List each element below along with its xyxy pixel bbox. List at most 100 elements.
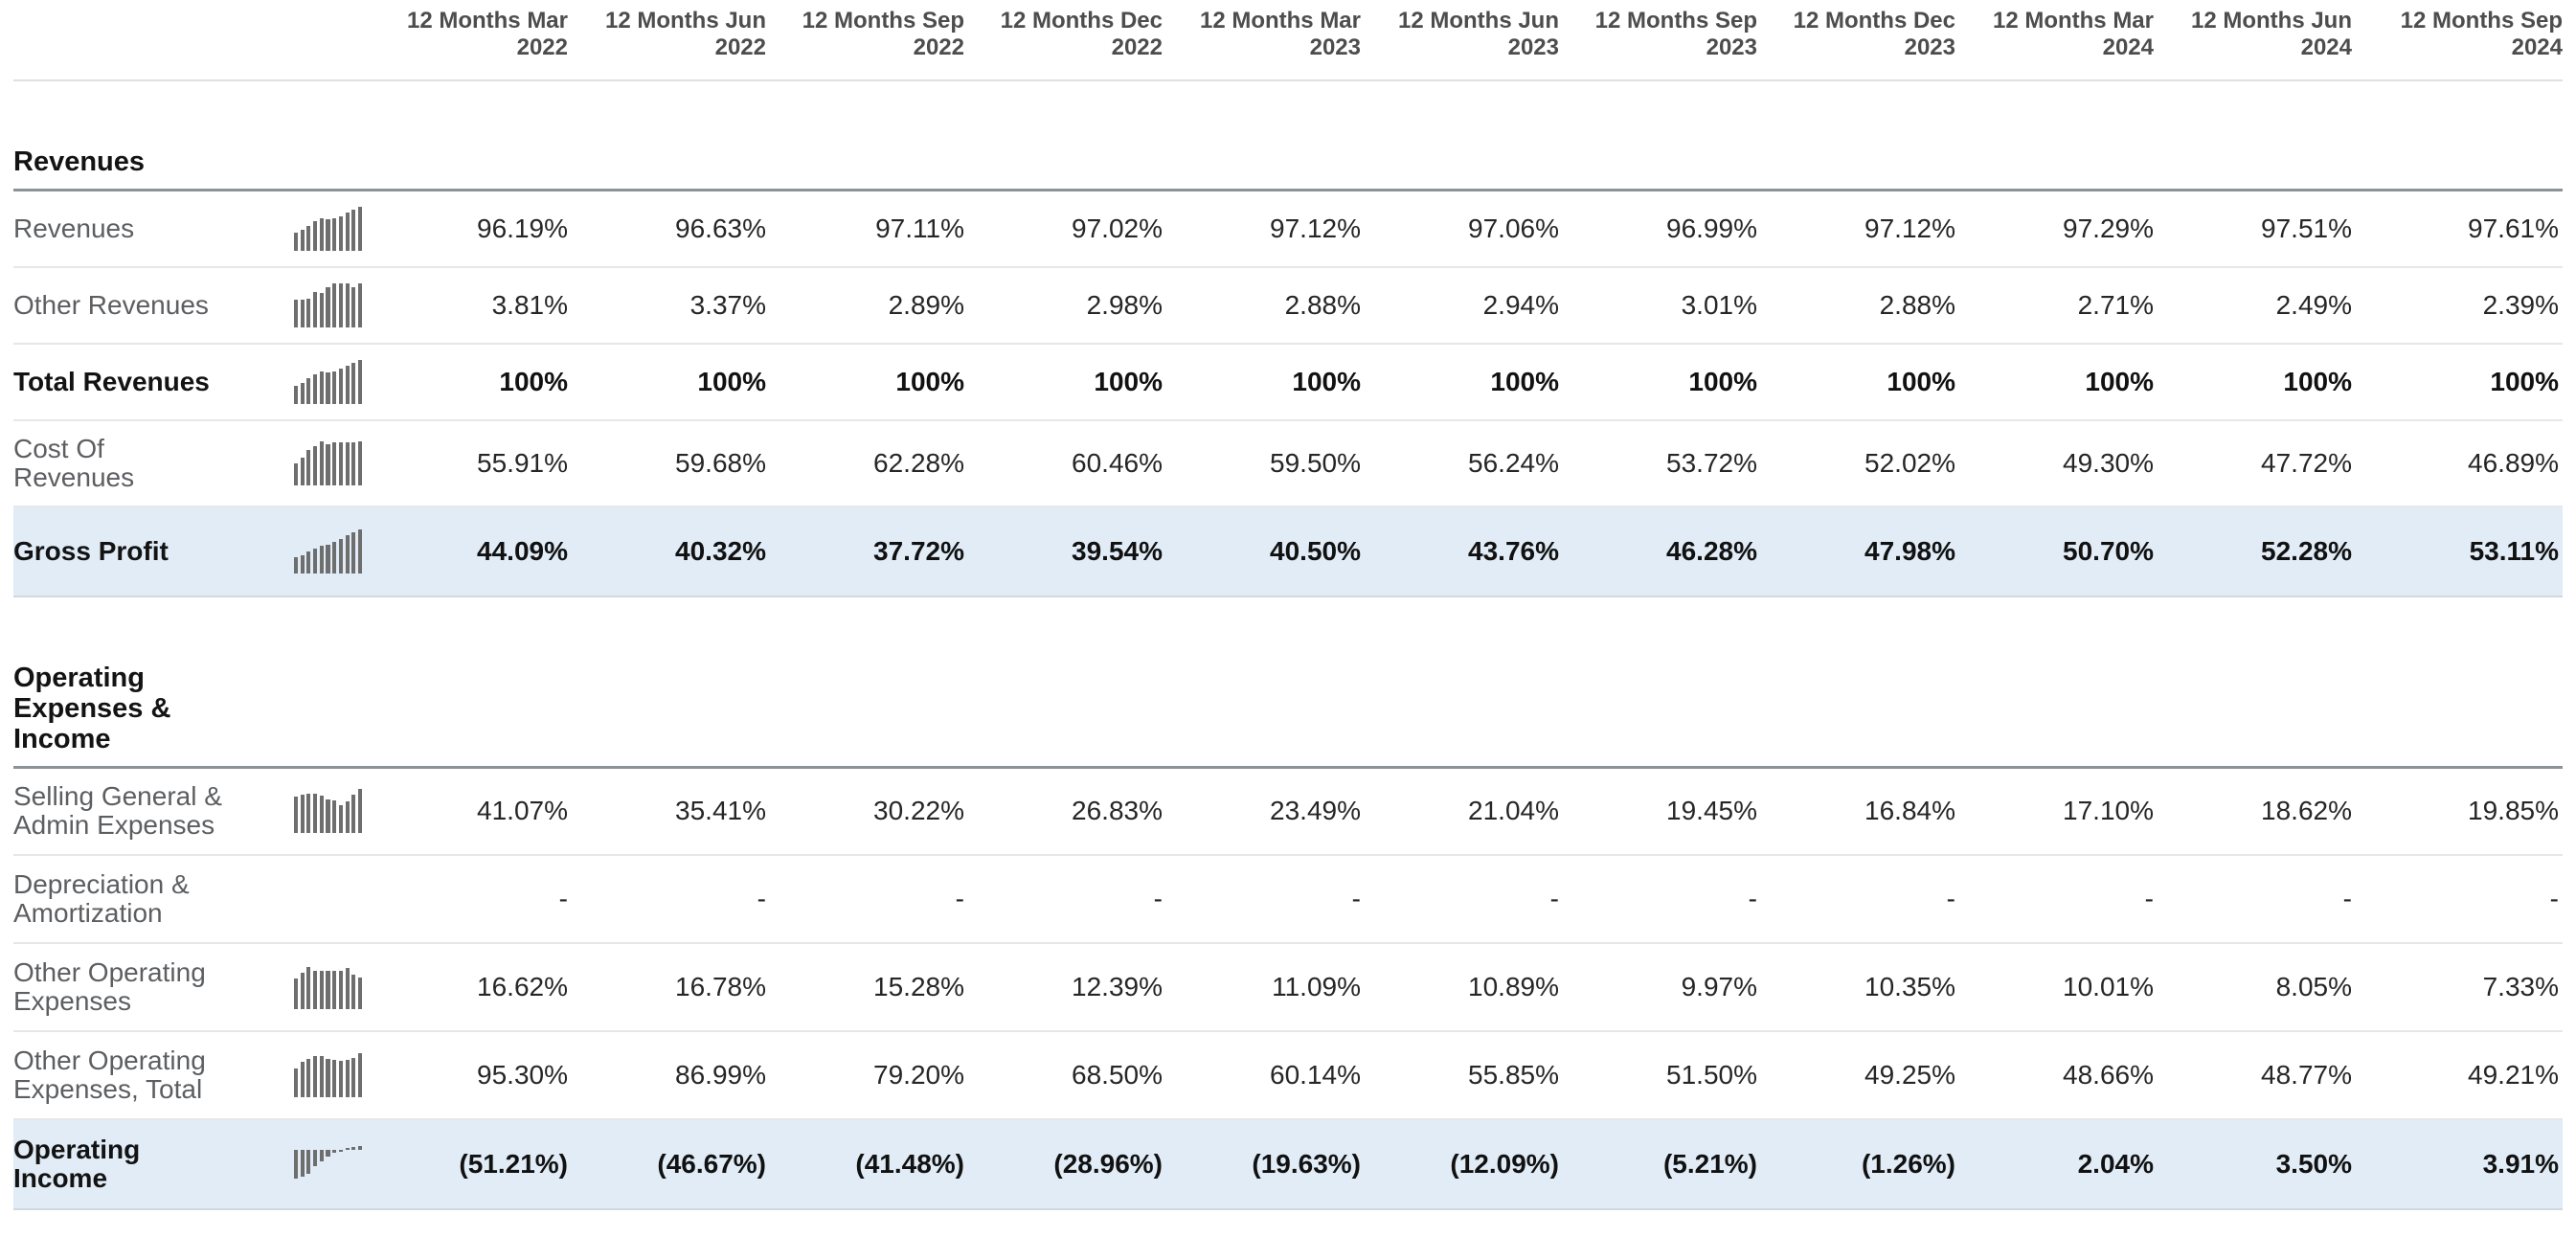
sparkline-cell — [278, 190, 370, 268]
spark-bar — [319, 1150, 324, 1161]
value-cell: 35.41% — [568, 767, 766, 856]
value-cell: 43.76% — [1361, 506, 1559, 597]
spark-bar — [326, 544, 330, 574]
spark-bar — [332, 1060, 337, 1097]
spark-bar — [306, 1059, 311, 1097]
spark-bar — [357, 282, 362, 327]
sparkline-icon — [294, 529, 362, 574]
column-header: 12 Months Dec 2023 — [1757, 0, 1955, 81]
value-cell: 49.25% — [1757, 1031, 1955, 1120]
spark-bar — [326, 799, 330, 834]
sparkline-cell — [278, 343, 370, 421]
row-label: Depreciation & Amortization — [13, 855, 278, 944]
row-label: Other Revenues — [13, 266, 278, 345]
spark-bar — [319, 545, 324, 574]
spark-bar — [319, 796, 324, 834]
spark-bar — [351, 441, 356, 485]
value-cell: 40.50% — [1163, 506, 1361, 597]
section-title-row: Operating Expenses & Income — [13, 596, 2563, 769]
spark-bar — [345, 212, 350, 251]
row-label: Revenues — [13, 190, 278, 268]
sparkline-icon — [294, 965, 362, 1009]
sparkline-icon — [294, 440, 362, 485]
spark-bar — [294, 797, 299, 834]
value-cell: - — [2352, 855, 2563, 944]
value-cell: 46.89% — [2352, 419, 2563, 507]
spark-bar — [319, 1056, 324, 1097]
value-cell: 49.30% — [1955, 419, 2154, 507]
sparkline-icon — [294, 206, 362, 251]
value-cell: 3.81% — [370, 266, 568, 345]
value-cell: 96.99% — [1559, 190, 1757, 268]
value-cell: 59.68% — [568, 419, 766, 507]
spark-bar — [300, 795, 305, 834]
value-cell: 100% — [2352, 343, 2563, 421]
spark-bar — [300, 382, 305, 404]
spark-bar — [351, 286, 356, 327]
spark-bar — [313, 291, 318, 327]
value-cell: 100% — [1757, 343, 1955, 421]
spark-bar — [306, 225, 311, 251]
spark-bar — [300, 554, 305, 574]
value-cell: 95.30% — [370, 1031, 568, 1120]
row-label-column-header — [13, 0, 278, 81]
value-cell: 10.01% — [1955, 943, 2154, 1032]
spark-bar — [319, 971, 324, 1009]
spark-bar — [300, 299, 305, 327]
value-cell: 2.89% — [766, 266, 964, 345]
value-cell: 2.88% — [1163, 266, 1361, 345]
row-label: Total Revenues — [13, 343, 278, 421]
value-cell: 100% — [1955, 343, 2154, 421]
column-header-year: 2023 — [1706, 34, 1757, 60]
value-cell: 39.54% — [964, 506, 1163, 597]
value-cell: 2.88% — [1757, 266, 1955, 345]
value-cell: 44.09% — [370, 506, 568, 597]
spark-bar — [345, 968, 350, 1009]
value-cell: - — [1163, 855, 1361, 944]
value-cell: (41.48%) — [766, 1119, 964, 1210]
value-cell: 2.04% — [1955, 1119, 2154, 1210]
column-header: 12 Months Mar 2022 — [370, 0, 568, 81]
value-cell: 41.07% — [370, 767, 568, 856]
value-cell: 100% — [2154, 343, 2352, 421]
spark-bar — [306, 1150, 311, 1174]
spark-bar — [294, 556, 299, 574]
value-cell: 19.45% — [1559, 767, 1757, 856]
value-cell: 16.84% — [1757, 767, 1955, 856]
value-cell: 12.39% — [964, 943, 1163, 1032]
value-cell: - — [370, 855, 568, 944]
spark-bar — [313, 794, 318, 834]
column-header-year: 2022 — [913, 34, 964, 60]
value-cell: 56.24% — [1361, 419, 1559, 507]
value-cell: 3.37% — [568, 266, 766, 345]
value-cell: 2.49% — [2154, 266, 2352, 345]
spark-bar — [313, 1150, 318, 1166]
value-cell: 51.50% — [1559, 1031, 1757, 1120]
value-cell: (28.96%) — [964, 1119, 1163, 1210]
column-header-year: 2023 — [1507, 34, 1559, 60]
column-header-period: 12 Months Jun — [1397, 8, 1559, 34]
sparkline-cell — [278, 1119, 370, 1210]
sparkline-cell — [278, 855, 370, 944]
financial-statement-page: 12 Months Mar 2022 12 Months Jun 2022 12 Mon… — [13, 0, 2563, 1210]
column-header: 12 Months Sep 2024 — [2352, 0, 2563, 81]
sparkline-cell — [278, 943, 370, 1032]
value-cell: 97.29% — [1955, 190, 2154, 268]
value-cell: 100% — [370, 343, 568, 421]
value-cell: 55.91% — [370, 419, 568, 507]
value-cell: 37.72% — [766, 506, 964, 597]
spark-bar — [338, 805, 343, 834]
sparkline-cell — [278, 419, 370, 507]
spark-bar — [326, 218, 330, 251]
value-cell: (1.26%) — [1757, 1119, 1955, 1210]
row-label: Other Operating Expenses, Total — [13, 1031, 278, 1120]
value-cell: 100% — [1163, 343, 1361, 421]
column-header-period: 12 Months Mar — [1199, 8, 1361, 34]
spark-bar — [306, 298, 311, 327]
value-cell: 48.66% — [1955, 1031, 2154, 1120]
section-title: Operating Expenses & Income — [13, 662, 171, 754]
spark-bar — [338, 215, 343, 251]
spark-bar — [300, 1062, 305, 1097]
column-header-year: 2022 — [1111, 34, 1163, 60]
spark-bar — [345, 1060, 350, 1097]
